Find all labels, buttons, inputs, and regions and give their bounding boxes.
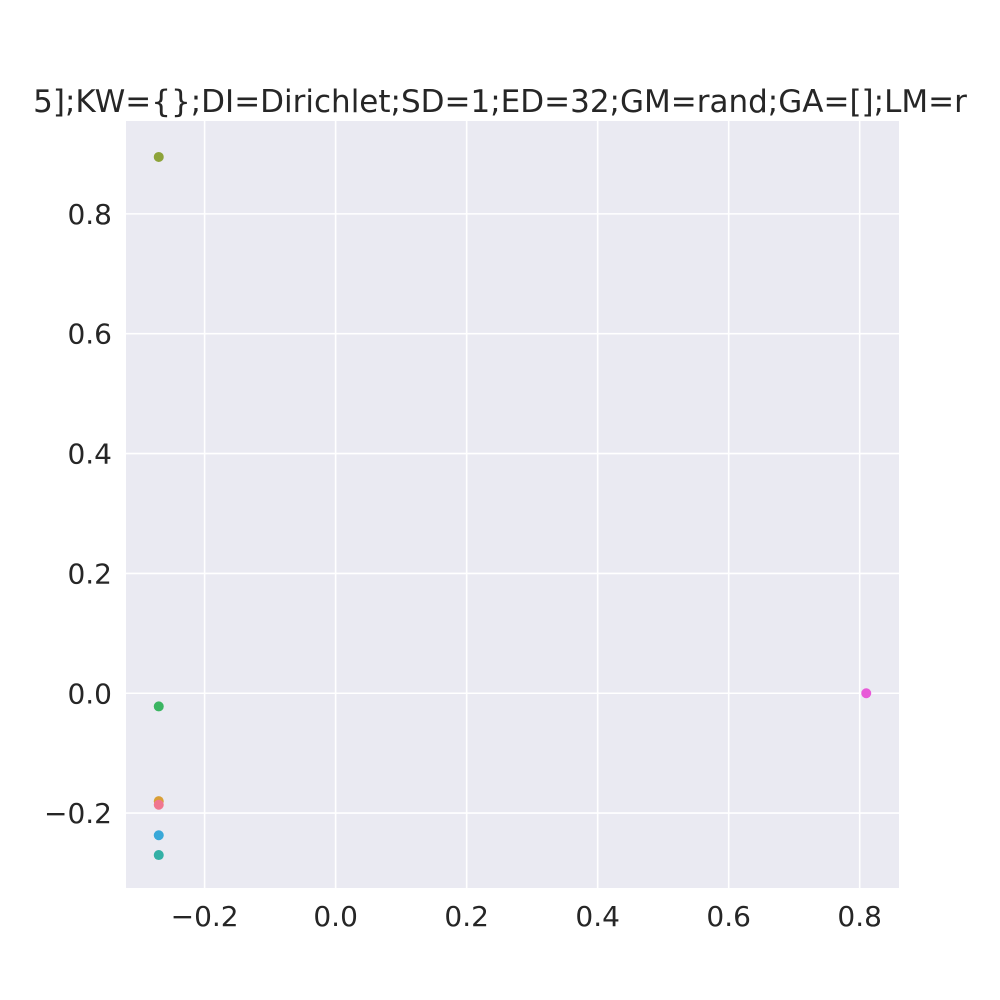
grid-lines (126, 121, 899, 888)
x-tick-label-0: −0.2 (171, 900, 239, 933)
data-point-1-0 (153, 701, 164, 712)
data-point-3-0 (153, 799, 164, 810)
plot-area (126, 121, 899, 888)
y-axis: −0.2 0.0 0.2 0.4 0.6 0.8 (44, 198, 112, 830)
y-tick-label-5: 0.8 (67, 198, 112, 231)
data-points (153, 151, 872, 861)
y-tick-label-3: 0.4 (67, 438, 112, 471)
chart-title: 5];KW={};DI=Dirichlet;SD=1;ED=32;GM=rand… (33, 84, 967, 120)
x-tick-label-3: 0.4 (575, 900, 620, 933)
data-point-4-0 (153, 830, 164, 841)
x-axis: −0.2 0.0 0.2 0.4 0.6 0.8 (171, 900, 882, 933)
x-tick-label-5: 0.8 (837, 900, 882, 933)
y-tick-label-4: 0.6 (67, 318, 112, 351)
y-tick-label-1: 0.0 (67, 677, 112, 710)
y-tick-label-0: −0.2 (44, 797, 112, 830)
x-tick-label-4: 0.6 (706, 900, 751, 933)
data-point-5-0 (153, 850, 164, 861)
x-tick-label-1: 0.0 (313, 900, 358, 933)
data-point-0-0 (153, 151, 164, 162)
y-tick-label-2: 0.2 (67, 557, 112, 590)
x-tick-label-2: 0.2 (444, 900, 489, 933)
data-point-6-0 (861, 688, 872, 699)
